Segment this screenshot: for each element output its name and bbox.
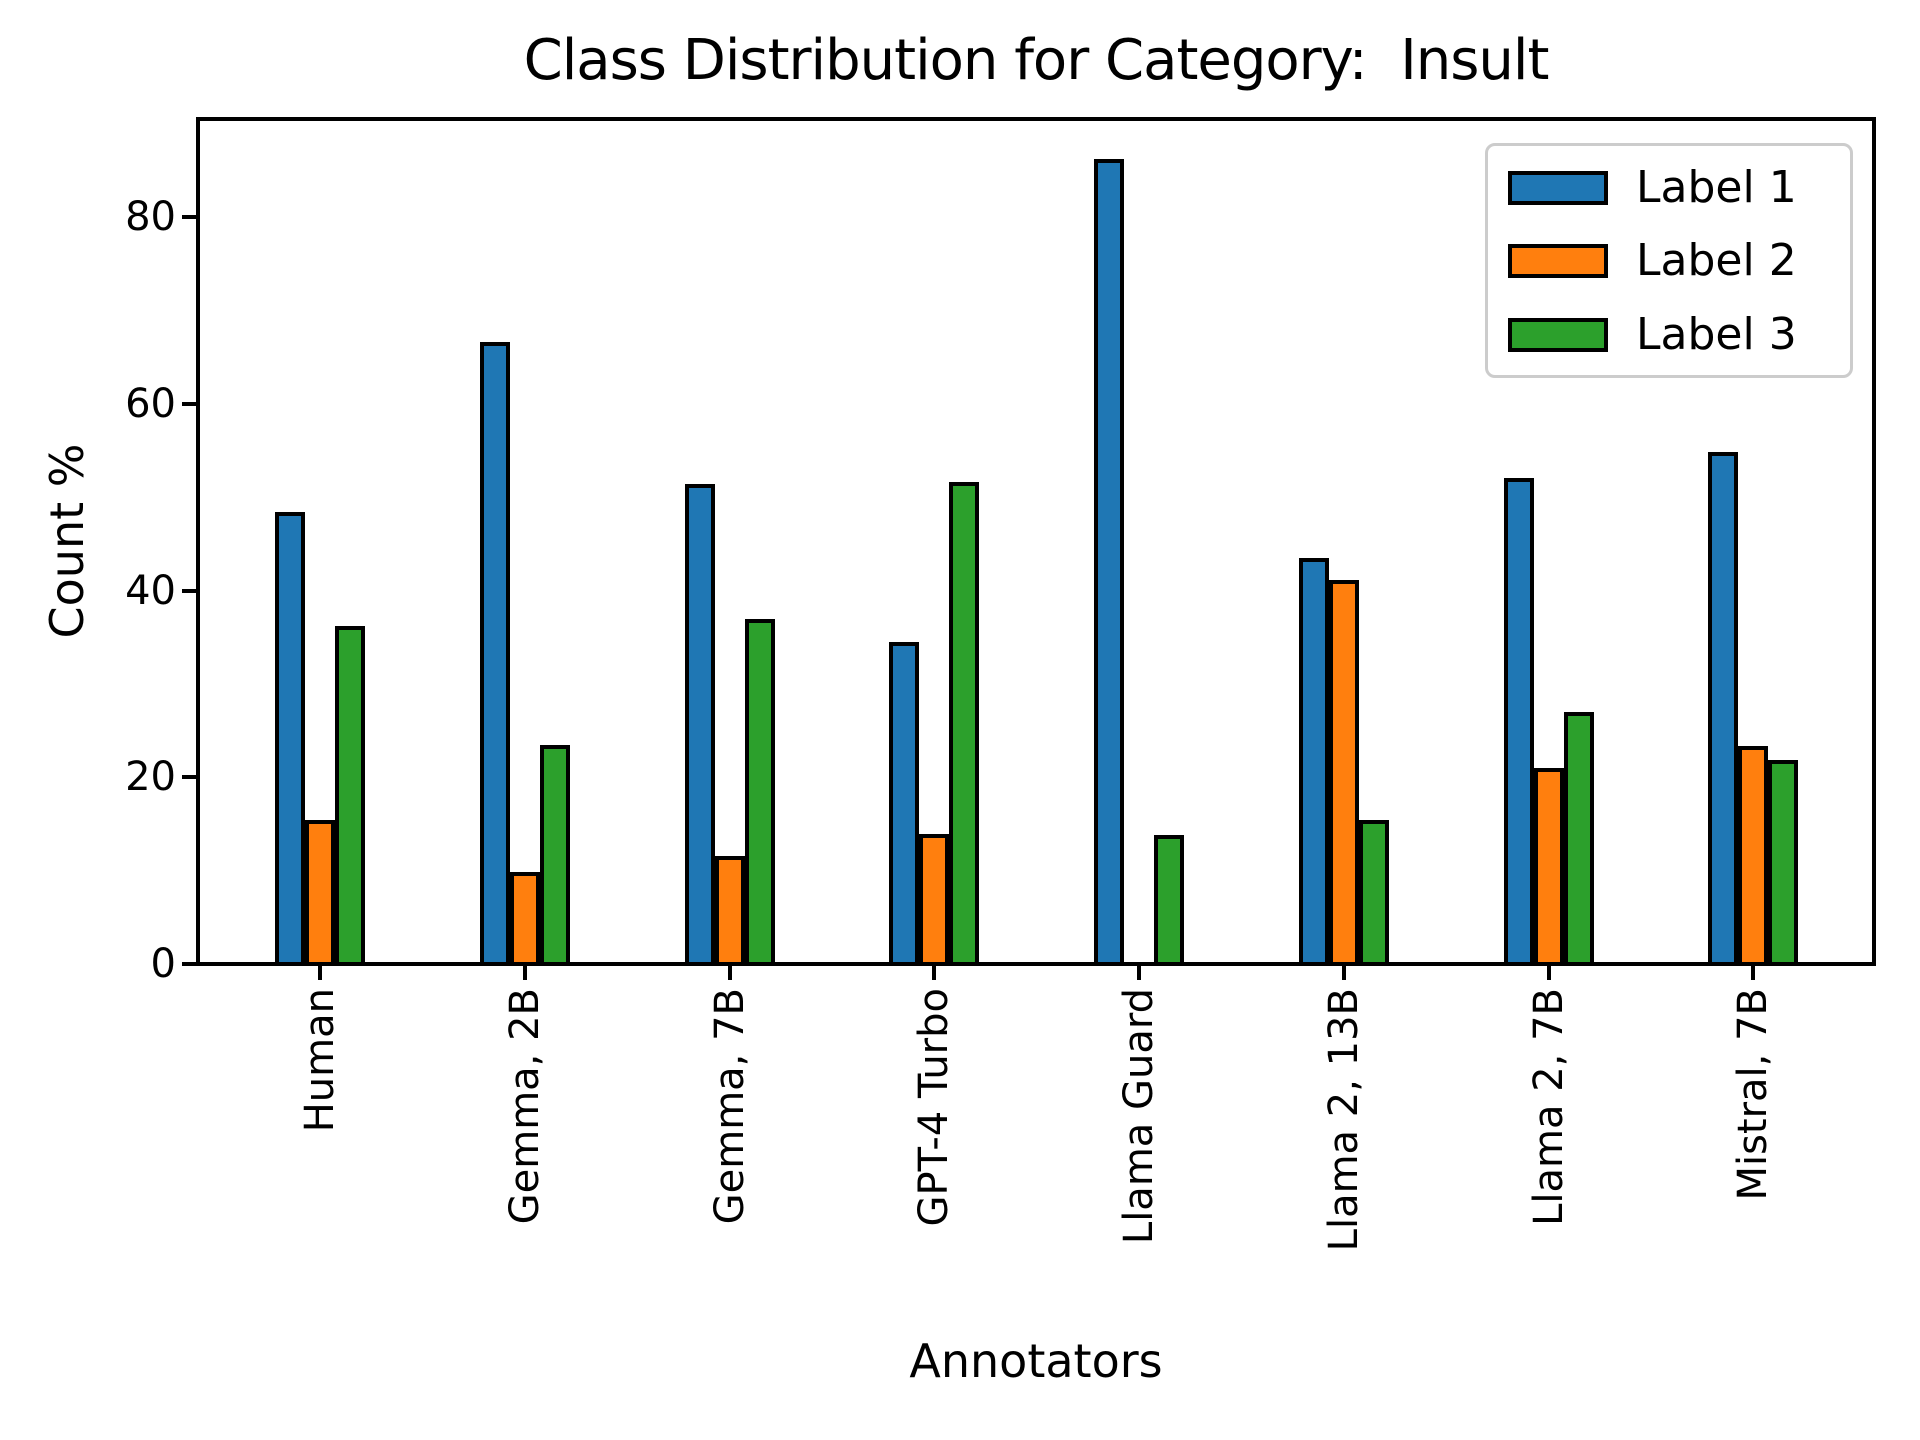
bar-label-2-2 (714, 855, 745, 966)
bar-label-2-7 (1738, 746, 1769, 966)
x-tick-mark (1341, 966, 1346, 980)
y-tick-mark (182, 401, 196, 406)
bar-label-3-6 (1563, 711, 1594, 966)
bar-label-1-6 (1503, 478, 1534, 966)
y-tick-mark (182, 215, 196, 220)
bar-label-1-3 (889, 641, 920, 966)
x-tick-label: Llama Guard (1116, 988, 1163, 1245)
bar-label-3-7 (1768, 759, 1799, 966)
bar-label-1-5 (1298, 557, 1329, 966)
x-tick-mark (522, 966, 527, 980)
x-tick-mark (1137, 966, 1142, 980)
x-tick-mark (727, 966, 732, 980)
x-tick-label: Human (297, 988, 343, 1133)
legend-swatch-label-3 (1508, 318, 1608, 352)
y-tick-label: 40 (125, 567, 176, 614)
y-tick-label: 20 (125, 754, 176, 801)
x-tick-mark (1546, 966, 1551, 980)
x-tick-mark (318, 966, 322, 980)
x-tick-mark (1751, 966, 1756, 980)
x-tick-label: GPT-4 Turbo (911, 988, 958, 1227)
legend-item: Label 3 (1508, 313, 1797, 357)
legend: Label 1 Label 2 Label 3 (1485, 143, 1853, 378)
x-tick-label: Llama 2, 13B (1320, 988, 1367, 1252)
bar-label-3-2 (744, 618, 775, 966)
legend-item: Label 2 (1508, 239, 1797, 283)
bar-label-2-5 (1328, 580, 1359, 966)
bar-label-1-2 (684, 484, 715, 966)
y-tick-mark (182, 775, 196, 780)
bar-label-1-7 (1708, 452, 1739, 966)
bar-label-2-6 (1533, 767, 1564, 966)
y-tick-label: 80 (125, 194, 176, 241)
bar-label-2-3 (919, 834, 950, 966)
x-tick-label: Llama 2, 7B (1525, 988, 1572, 1226)
legend-label: Label 3 (1636, 309, 1797, 360)
bar-label-3-5 (1358, 820, 1389, 966)
legend-item: Label 1 (1508, 166, 1797, 210)
bar-label-2-1 (509, 871, 540, 966)
x-tick-label: Gemma, 7B (706, 988, 753, 1225)
bar-label-3-3 (949, 482, 980, 966)
legend-swatch-label-2 (1508, 244, 1608, 278)
chart-title: Class Distribution for Category: Insult (523, 28, 1550, 93)
legend-swatch-label-1 (1508, 171, 1608, 205)
bar-label-3-1 (539, 744, 570, 966)
x-tick-label: Gemma, 2B (501, 988, 548, 1225)
bar-label-1-4 (1094, 159, 1125, 966)
bar-label-1-0 (275, 512, 305, 966)
x-tick-mark (932, 966, 937, 980)
legend-label: Label 1 (1636, 162, 1797, 213)
bar-label-3-0 (335, 626, 365, 966)
y-tick-label: 0 (150, 941, 176, 987)
plot-area (196, 117, 1876, 966)
bar-label-2-0 (305, 820, 335, 966)
bar-label-1-1 (479, 342, 510, 966)
legend-label: Label 2 (1636, 235, 1797, 286)
bar-label-3-4 (1154, 835, 1185, 966)
x-tick-label: Mistral, 7B (1730, 988, 1777, 1201)
y-tick-mark (182, 588, 196, 593)
y-tick-label: 60 (125, 380, 176, 427)
y-tick-mark (182, 962, 196, 966)
x-axis-label: Annotators (909, 1334, 1163, 1388)
